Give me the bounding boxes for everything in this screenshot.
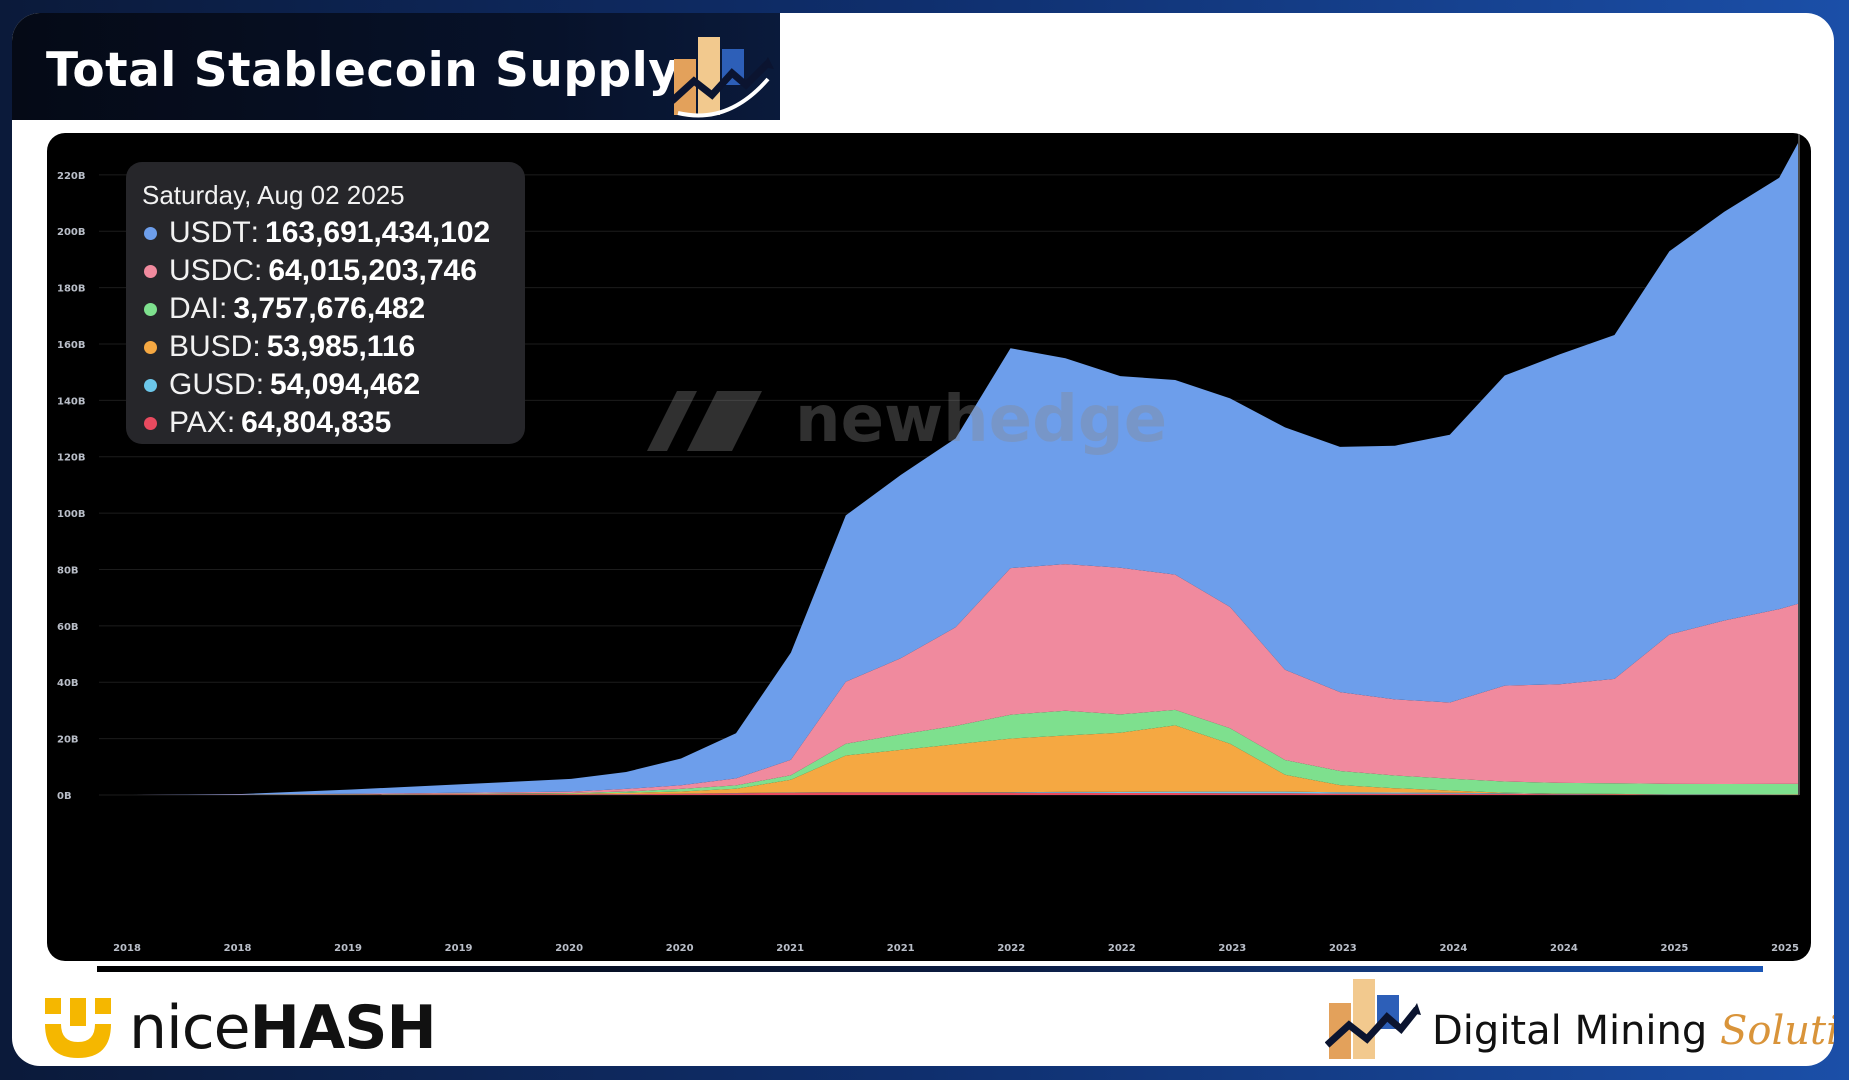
y-tick-label: 20B [57, 735, 79, 746]
tooltip-label: USDC [169, 254, 255, 287]
tooltip-label: PAX [169, 406, 227, 439]
x-tick-label: 2022 [1108, 943, 1136, 954]
brand-main: Digital Mining [1432, 1008, 1720, 1054]
tooltip-label: USDT [169, 216, 251, 249]
x-tick-label: 2018 [113, 943, 141, 954]
x-tick-label: 2021 [776, 943, 804, 954]
usdc-dot-icon [144, 264, 157, 278]
brand-accent: Solutions [1720, 1008, 1834, 1054]
chart-tooltip: Saturday, Aug 02 2025 USDT: 163,691,434,… [126, 162, 525, 444]
tooltip-row-dai: DAI: 3,757,676,482 [142, 291, 425, 327]
usdt-dot-icon [144, 226, 157, 240]
x-tick-label: 2020 [555, 943, 583, 954]
x-tick-label: 2020 [666, 943, 694, 954]
tooltip-date: Saturday, Aug 02 2025 [142, 180, 405, 210]
main-frame: Total Stablecoin Supply 0B 20B 40B 60B 80B 10… [12, 13, 1834, 1066]
tooltip-value: 64,015,203,746 [268, 254, 477, 287]
y-tick-label: 140B [57, 396, 86, 407]
y-tick-label: 80B [57, 565, 79, 576]
tooltip-value: 54,094,462 [270, 368, 421, 401]
area-series-busd[interactable] [131, 725, 1799, 795]
dai-dot-icon [144, 302, 157, 316]
brand-bold: HASH [249, 993, 437, 1063]
y-tick-label: 60B [57, 622, 79, 633]
chart-panel: 0B 20B 40B 60B 80B 100B 120B 140B 160B 180B 200B 22… [47, 133, 1811, 961]
x-tick-label: 2025 [1771, 943, 1799, 954]
y-tick-label: 100B [57, 509, 86, 520]
area-series-usdc[interactable] [131, 564, 1799, 795]
area-series-pax[interactable] [131, 792, 1799, 796]
tooltip-row-usdt: USDT: 163,691,434,102 [142, 215, 490, 251]
tooltip-row-busd: BUSD: 53,985,116 [142, 329, 415, 365]
tooltip-row-usdc: USDC: 64,015,203,746 [142, 253, 477, 289]
digital-mining-logo-icon [669, 37, 774, 118]
x-tick-label: 2019 [334, 943, 362, 954]
tooltip-label: BUSD [169, 330, 253, 363]
tooltip-value: 64,804,835 [241, 406, 392, 439]
y-tick-label: 180B [57, 284, 86, 295]
area-series-usdt[interactable] [131, 141, 1799, 795]
tooltip-row-pax: PAX: 64,804,835 [142, 405, 391, 441]
chart-watermark: newhedge [647, 383, 1167, 457]
y-tick-label: 160B [57, 340, 86, 351]
tooltip-label: DAI [169, 292, 220, 325]
x-tick-label: 2023 [1329, 943, 1357, 954]
nicehash-logo-icon [45, 998, 111, 1058]
pax-dot-icon [144, 416, 157, 430]
x-tick-label: 2024 [1439, 943, 1467, 954]
digital-mining-brand: Digital Mining Solutions [1432, 1008, 1834, 1054]
x-tick-label: 2019 [445, 943, 473, 954]
area-series-dai[interactable] [131, 709, 1799, 795]
y-tick-label: 0B [57, 791, 72, 802]
tooltip-value: 53,985,116 [266, 330, 416, 363]
nicehash-brand: niceHASH [129, 993, 437, 1063]
footer-divider [97, 966, 1763, 972]
x-tick-label: 2023 [1218, 943, 1246, 954]
y-tick-label: 220B [57, 171, 86, 182]
tooltip-value: 3,757,676,482 [233, 292, 426, 325]
tooltip-label: GUSD [169, 368, 256, 401]
busd-dot-icon [144, 340, 157, 354]
title-bar: Total Stablecoin Supply [12, 13, 780, 120]
area-series-gusd[interactable] [131, 791, 1799, 795]
x-tick-label: 2018 [224, 943, 252, 954]
x-tick-label: 2025 [1661, 943, 1689, 954]
x-tick-label: 2024 [1550, 943, 1578, 954]
y-tick-label: 200B [57, 227, 86, 238]
y-tick-label: 120B [57, 453, 86, 464]
x-tick-label: 2021 [887, 943, 915, 954]
page-title: Total Stablecoin Supply [46, 43, 680, 98]
x-tick-label: 2022 [997, 943, 1025, 954]
brand-light: nice [129, 993, 251, 1063]
digital-mining-footer-logo-icon [1325, 979, 1421, 1059]
watermark-text: newhedge [795, 383, 1167, 457]
y-tick-label: 40B [57, 678, 79, 689]
gusd-dot-icon [144, 378, 157, 392]
tooltip-row-gusd: GUSD: 54,094,462 [142, 367, 420, 403]
tooltip-value: 163,691,434,102 [265, 216, 491, 249]
